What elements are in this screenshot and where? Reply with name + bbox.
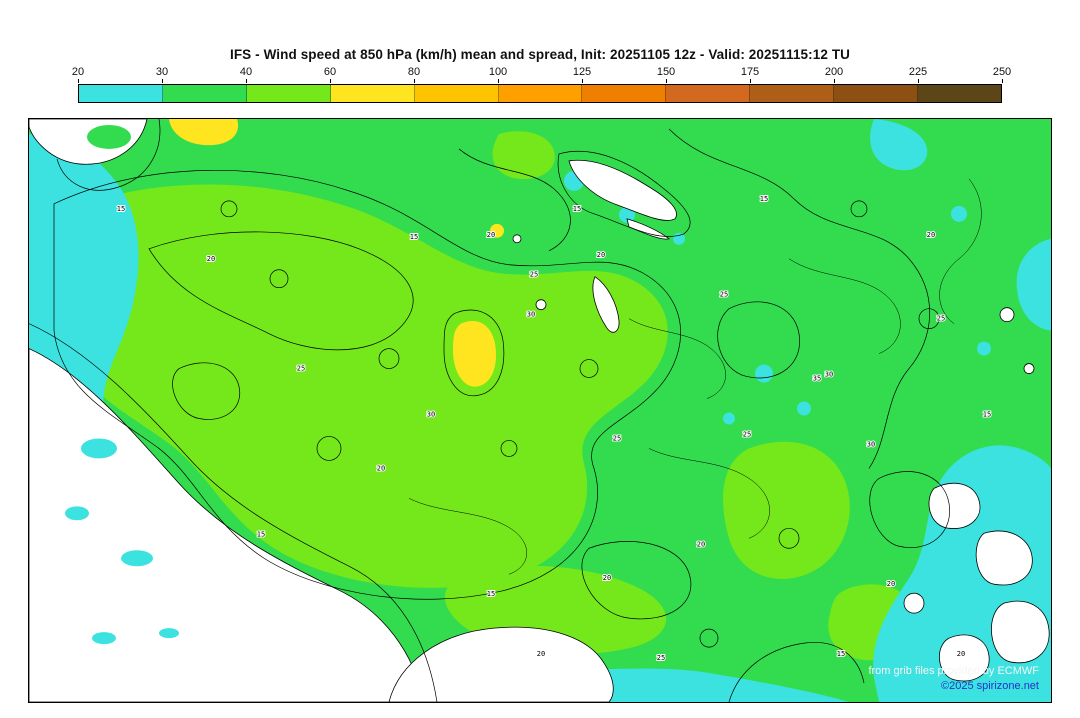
contour-label: 30 <box>825 371 833 379</box>
colorbar-segment <box>666 85 751 102</box>
colorbar-tick-mark <box>834 79 835 83</box>
contour-label: 15 <box>257 530 265 538</box>
colorbar-tick-label: 30 <box>155 66 169 78</box>
credits: from grib files provided by ECMWF ©2025 … <box>868 664 1039 694</box>
colorbar-segment <box>750 85 835 102</box>
colorbar: 20 30 40 60 80 100 125 150 175 200 225 250 <box>72 66 1011 103</box>
contour-label: 35 <box>813 375 821 383</box>
colorbar-bar <box>78 84 1002 103</box>
contour-label: 20 <box>887 580 895 588</box>
contour-label: 15 <box>760 195 768 203</box>
colorbar-tick-label: 150 <box>656 66 676 78</box>
credit-source: from grib files provided by ECMWF <box>868 665 1039 677</box>
colorbar-segment <box>834 85 919 102</box>
colorbar-tick-label: 40 <box>239 66 253 78</box>
colorbar-tick-mark <box>582 79 583 83</box>
contour-label: 20 <box>537 650 545 658</box>
colorbar-segment <box>330 85 415 102</box>
colorbar-tick-label: 100 <box>488 66 508 78</box>
contour-label: 15 <box>837 650 845 658</box>
contour-label: 15 <box>573 205 581 213</box>
contour-label: 25 <box>297 365 305 373</box>
wind-speed-map: 15 20 25 30 15 20 15 25 30 25 20 25 20 15 20 15 20 25 30 15… <box>29 119 1051 702</box>
colorbar-tick-mark <box>750 79 751 83</box>
colorbar-tick-mark <box>78 79 79 83</box>
contour-label: 15 <box>487 590 495 598</box>
colorbar-tick-label: 225 <box>908 66 928 78</box>
colorbar-tick-labels: 20 30 40 60 80 100 125 150 175 200 225 250 <box>72 66 1011 83</box>
colorbar-tick-mark <box>246 79 247 83</box>
contour-label: 15 <box>410 233 418 241</box>
contour-label: 30 <box>867 440 875 448</box>
colorbar-tick-mark <box>162 79 163 83</box>
colorbar-segment <box>162 85 247 102</box>
contour-label: 25 <box>720 291 728 299</box>
colorbar-tick-mark <box>330 79 331 83</box>
contour-label: 25 <box>613 434 621 442</box>
contour-label-group: 15 20 25 30 15 20 15 25 30 25 20 25 20 15 20 15 20 25 30 15… <box>116 194 992 663</box>
colorbar-tick-label: 200 <box>824 66 844 78</box>
colorbar-tick-label: 175 <box>740 66 760 78</box>
colorbar-segment <box>918 85 1001 102</box>
contour-label: 25 <box>657 654 665 662</box>
colorbar-tick-mark <box>414 79 415 83</box>
colorbar-segment <box>414 85 499 102</box>
contour-label: 25 <box>743 430 751 438</box>
colorbar-tick-mark <box>918 79 919 83</box>
chart-title: IFS - Wind speed at 850 hPa (km/h) mean … <box>229 47 851 62</box>
contour-label: 20 <box>957 650 965 658</box>
colorbar-tick-mark <box>1002 79 1003 83</box>
colorbar-tick-label: 60 <box>323 66 337 78</box>
contour-label: 30 <box>427 410 435 418</box>
wind-fill-20-30-sea-patches <box>65 124 179 645</box>
contour-label: 20 <box>697 540 705 548</box>
contour-label: 20 <box>487 231 495 239</box>
contour-label: 25 <box>937 315 945 323</box>
colorbar-tick-label: 250 <box>992 66 1012 78</box>
colorbar-tick-mark <box>498 79 499 83</box>
colorbar-tick-label: 20 <box>71 66 85 78</box>
colorbar-tick-label: 80 <box>407 66 421 78</box>
colorbar-tick-mark <box>666 79 667 83</box>
contour-label: 20 <box>377 464 385 472</box>
colorbar-segment <box>498 85 583 102</box>
contour-label: 25 <box>530 271 538 279</box>
contour-label: 20 <box>927 231 935 239</box>
colorbar-segment <box>582 85 667 102</box>
contour-label: 20 <box>603 574 611 582</box>
colorbar-segment <box>246 85 331 102</box>
map-area: 15 20 25 30 15 20 15 25 30 25 20 25 20 15 20 15 20 25 30 15… <box>28 118 1052 703</box>
contour-label: 15 <box>983 410 991 418</box>
contour-label: 20 <box>597 251 605 259</box>
spread-contour-lines <box>29 119 982 702</box>
contour-label: 20 <box>207 255 215 263</box>
colorbar-tick-label: 125 <box>572 66 592 78</box>
colorbar-segment <box>79 85 163 102</box>
contour-label: 30 <box>527 311 535 319</box>
lake-shapes <box>512 159 1035 374</box>
credit-copyright: ©2025 spirizone.net <box>940 680 1039 692</box>
contour-label: 15 <box>117 205 125 213</box>
wind-fill-60-80 <box>169 119 504 387</box>
island-shapes <box>903 482 1050 682</box>
low-wind-white-areas <box>29 119 614 702</box>
